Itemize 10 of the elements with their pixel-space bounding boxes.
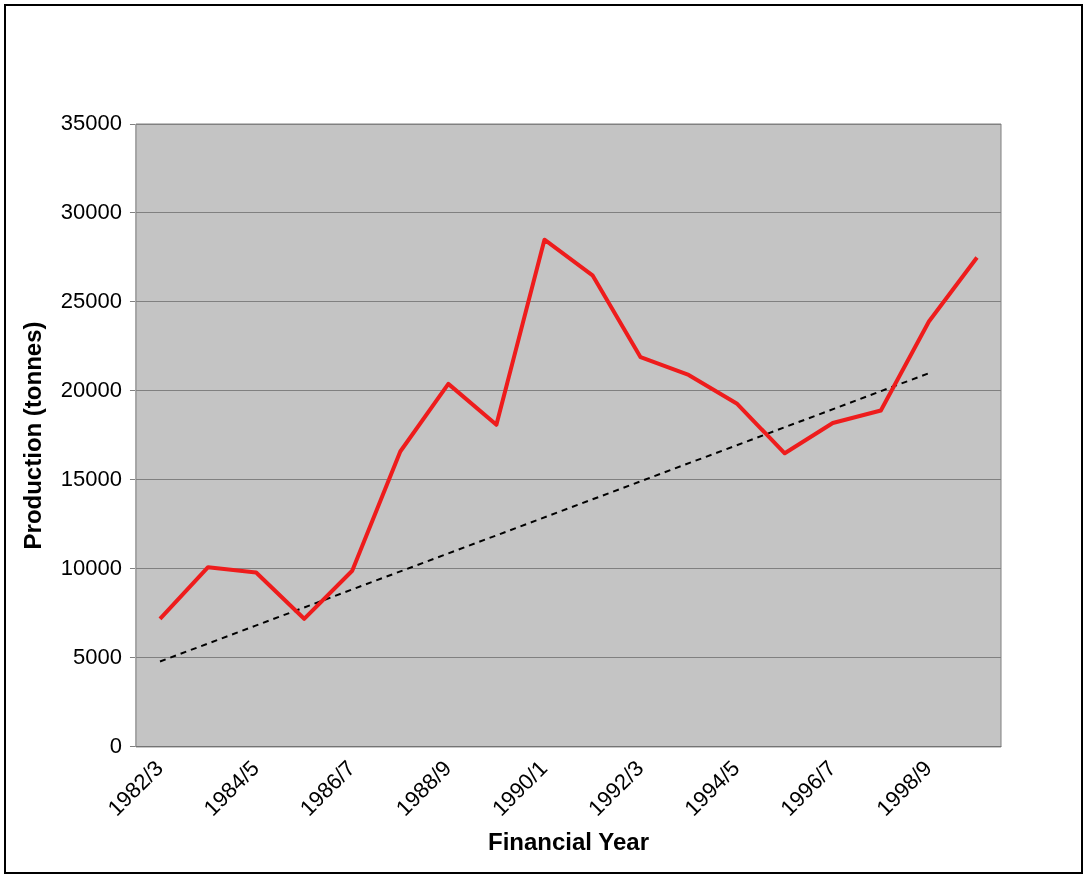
- y-tick-label: 15000: [60, 466, 122, 492]
- x-axis-title: Financial Year: [488, 828, 649, 856]
- y-tick-label: 20000: [60, 377, 122, 403]
- y-tick-label: 10000: [60, 555, 122, 581]
- y-axis-title: Production (tonnes): [19, 321, 47, 550]
- y-tick-label: 5000: [73, 644, 122, 670]
- y-tick-label: 30000: [60, 199, 122, 225]
- y-tick-label: 0: [109, 733, 122, 759]
- y-tick-label: 25000: [60, 288, 122, 314]
- y-tick-label: 35000: [60, 110, 122, 136]
